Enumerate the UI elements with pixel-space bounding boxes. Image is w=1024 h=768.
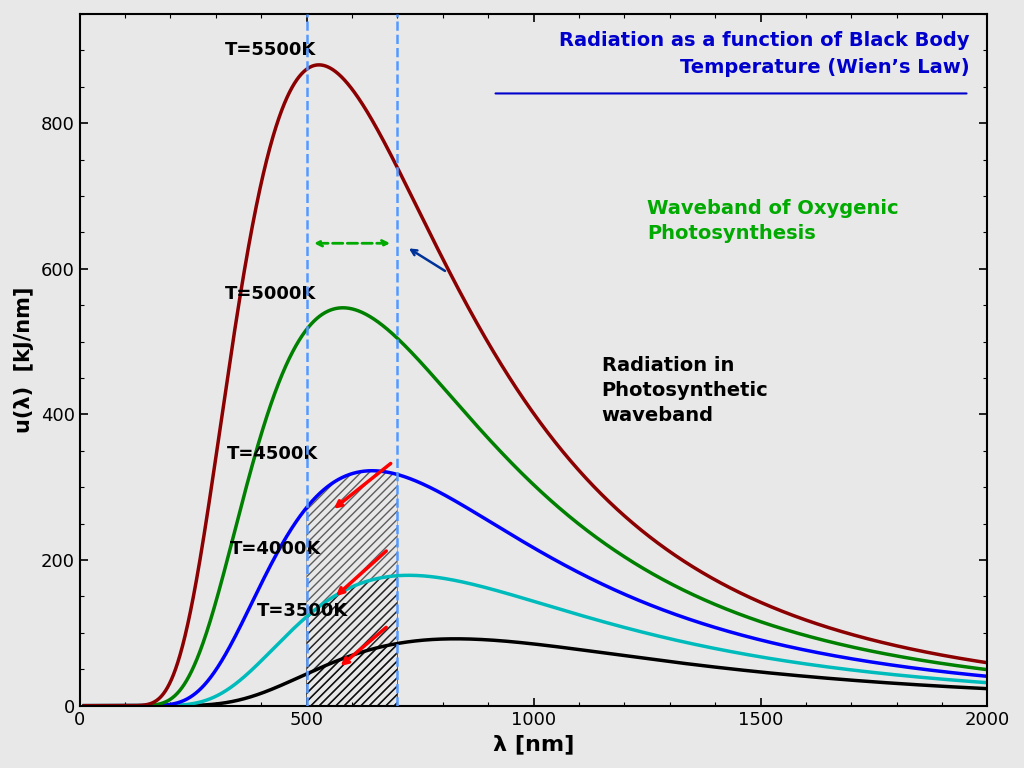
Text: T=5500K: T=5500K <box>225 41 316 59</box>
Text: T=4500K: T=4500K <box>227 445 318 463</box>
Text: Waveband of Oxygenic
Photosynthesis: Waveband of Oxygenic Photosynthesis <box>647 200 899 243</box>
Text: Radiation as a function of Black Body
Temperature (Wien’s Law): Radiation as a function of Black Body Te… <box>559 31 970 77</box>
Text: T=4000K: T=4000K <box>229 540 321 558</box>
Text: Radiation in
Photosynthetic
waveband: Radiation in Photosynthetic waveband <box>602 356 768 425</box>
Text: T=3500K: T=3500K <box>257 602 348 620</box>
Text: T=5000K: T=5000K <box>225 285 316 303</box>
Y-axis label: u(λ)  [kJ/nm]: u(λ) [kJ/nm] <box>14 286 34 433</box>
X-axis label: λ [nm]: λ [nm] <box>493 734 574 754</box>
